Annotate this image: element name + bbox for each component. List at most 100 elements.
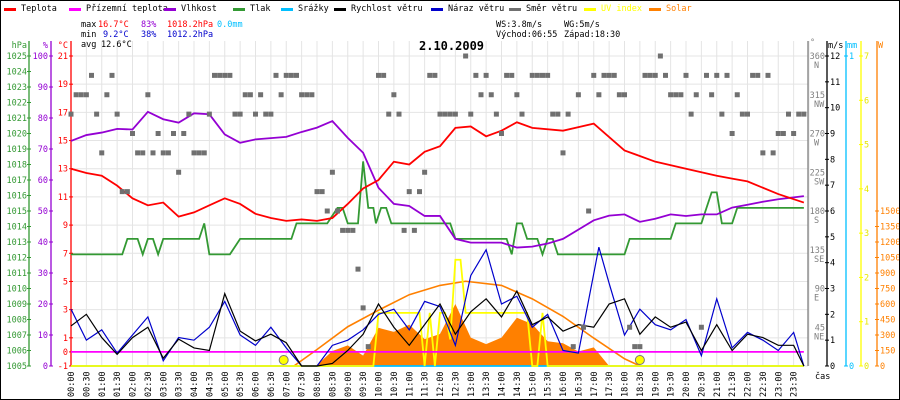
x-tick-label: 15:00 (528, 371, 538, 397)
humidity-tick-label: 0 (43, 362, 48, 372)
stat-wind-gust: WG:5m/s (564, 20, 600, 30)
direction-compass-label: S (814, 216, 819, 226)
x-tick-label: 05:30 (236, 371, 246, 397)
x-tick-label: 10:30 (390, 371, 400, 397)
series-sm-r-v-tru-marker (529, 72, 535, 78)
stat-min-label: min (81, 30, 97, 40)
temperature-tick-label: 17 (58, 108, 68, 118)
x-tick-label: 14:00 (498, 371, 508, 397)
series-sm-r-v-tru-marker (160, 150, 166, 156)
solar-tick-label: 450 (880, 316, 895, 326)
x-tick-label: 18:00 (621, 371, 631, 397)
uv-tick-label: 3 (864, 229, 869, 239)
pressure-tick-label: 1016 (7, 192, 27, 202)
humidity-tick-label: 100 (33, 52, 48, 62)
series-sm-r-v-tru-marker (791, 131, 797, 136)
legend-item: Směr větru (509, 4, 577, 14)
pressure-unit-label: hPa (12, 41, 27, 51)
series-sm-r-v-tru-marker (698, 324, 704, 330)
legend-item: Vlhkost (164, 4, 217, 14)
pressure-tick-label: 1008 (7, 316, 27, 326)
series-sm-r-v-tru-marker (294, 72, 299, 78)
series-sm-r-v-tru-marker (386, 111, 392, 117)
series-sm-r-v-tru-marker (283, 72, 289, 78)
series-sm-r-v-tru-marker (801, 111, 807, 117)
legend-swatch (4, 7, 16, 11)
x-tick-label: 21:30 (728, 371, 738, 397)
series-sm-r-v-tru-marker (119, 189, 125, 195)
solar-tick-label: 900 (880, 269, 895, 279)
legend-label: UV index (601, 4, 642, 14)
series-sm-r-v-tru-marker (560, 150, 566, 156)
series-sm-r-v-tru-marker (124, 189, 130, 195)
pressure-tick-label: 1009 (7, 300, 27, 310)
x-tick-label: 17:30 (605, 371, 615, 397)
x-tick-label: 11:00 (405, 371, 415, 397)
series-sm-r-v-tru-marker (232, 111, 238, 117)
direction-compass-label: NE (814, 332, 824, 342)
series-sm-r-v-tru-marker (442, 111, 448, 117)
x-tick-label: 04:30 (205, 371, 215, 397)
series-sm-r-v-tru-marker (709, 92, 715, 98)
pressure-tick-label: 1012 (7, 254, 27, 264)
series-sm-r-v-tru-marker (73, 92, 79, 98)
series-sm-r-v-tru-marker (678, 92, 684, 98)
series-sm-r-v-tru-marker (504, 72, 510, 78)
temperature-tick-label: 1 (63, 334, 68, 344)
temperature-tick-label: 11 (58, 193, 68, 203)
uv-tick-label: 1 (864, 318, 869, 328)
series-sm-r-v-tru-marker (329, 169, 335, 175)
wind-tick-label: 4 (830, 259, 835, 269)
series-sm-r-v-tru-marker (345, 227, 351, 233)
series-sm-r-v-tru-marker (714, 72, 720, 78)
temperature-unit-label: °C (58, 41, 68, 51)
series-sm-r-v-tru-marker (227, 72, 233, 78)
x-tick-label: 13:30 (482, 371, 492, 397)
series-sm-r-v-tru-marker (775, 131, 781, 136)
series-sm-r-v-tru-marker (611, 72, 617, 78)
wind-tick-label: 10 (830, 104, 840, 114)
series-tlak-line (71, 161, 804, 258)
wind-tick-label: 8 (830, 155, 835, 165)
series-sm-r-v-tru-marker (376, 72, 381, 78)
direction-compass-label: SW (814, 177, 825, 187)
series-sm-r-v-tru-marker (786, 111, 791, 117)
series-sm-r-v-tru-marker (545, 72, 551, 78)
temperature-tick-label: 9 (63, 221, 68, 231)
series-sm-r-v-tru-marker (437, 111, 443, 117)
series-sm-r-v-tru-marker (201, 150, 207, 156)
wind-tick-label: 6 (830, 207, 835, 217)
series-sm-r-v-tru-marker (258, 92, 264, 98)
stat-sunset: Západ:18:30 (564, 30, 621, 40)
legend-item: UV index (584, 4, 642, 14)
series-sm-r-v-tru-marker (324, 208, 330, 214)
series-sm-r-v-tru-marker (278, 92, 284, 98)
legend-swatch (281, 7, 293, 11)
series-sm-r-v-tru-marker (463, 53, 469, 59)
pressure-tick-label: 1024 (7, 68, 27, 78)
solar-tick-label: 150 (880, 347, 895, 357)
x-tick-label: 03:30 (175, 371, 185, 397)
series-n-raz-v-tru-line (70, 247, 805, 367)
series-sm-r-v-tru-marker (668, 92, 674, 98)
x-tick-label: 22:30 (759, 371, 769, 397)
series-sm-r-v-tru-marker (319, 189, 325, 195)
stat-max-humidity: 83% (141, 20, 157, 30)
x-tick-label: 01:00 (98, 371, 108, 397)
series-sm-r-v-tru-marker (473, 72, 479, 78)
stat-wind-speed: WS:3.8m/s (496, 20, 543, 30)
wind-tick-label: 11 (830, 78, 840, 88)
x-tick-label: 19:30 (667, 371, 677, 397)
stat-max-pressure: 1018.2hPa (167, 20, 214, 30)
legend-label: Přízemní teplota (86, 4, 168, 14)
x-tick-label: 19:00 (651, 371, 661, 397)
solar-tick-label: 1350 (880, 223, 900, 233)
series-sm-r-v-tru-marker (165, 150, 171, 156)
series-sm-r-v-tru-marker (155, 131, 161, 136)
wind-tick-label: 2 (830, 310, 835, 320)
uv-tick-label: 0 (864, 362, 869, 372)
temperature-tick-label: 3 (63, 306, 68, 316)
wind-tick-label: 3 (830, 285, 835, 295)
series-sm-r-v-tru-marker (104, 92, 110, 98)
